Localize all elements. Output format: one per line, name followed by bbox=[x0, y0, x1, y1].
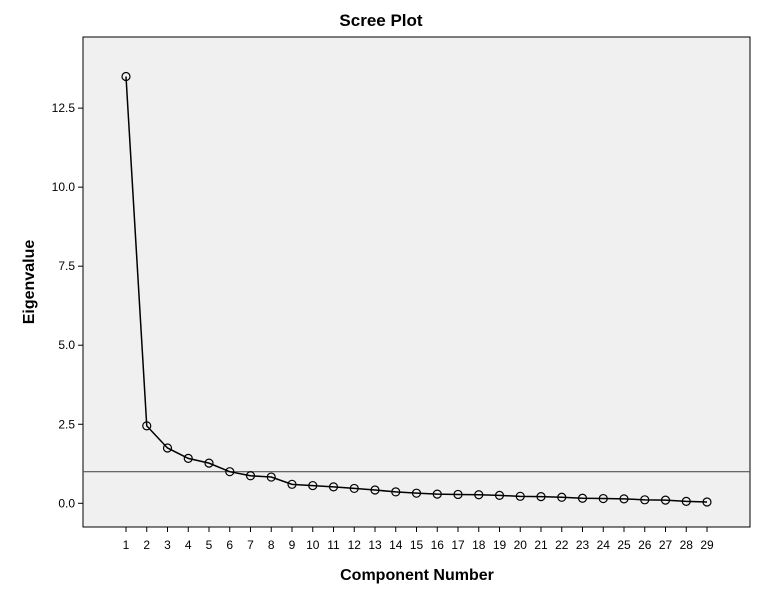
data-point bbox=[391, 487, 401, 497]
data-point bbox=[660, 495, 671, 505]
x-tick-label: 9 bbox=[289, 538, 296, 552]
data-point bbox=[557, 492, 567, 502]
x-tick-label: 16 bbox=[431, 538, 445, 552]
x-tick-label: 8 bbox=[268, 538, 275, 552]
x-axis: 1 2 3 4 5 6 7 8 9 10 11 12 13 14 15 16 17 18 19 20 21 22 23 24 2… bbox=[123, 527, 714, 552]
data-point bbox=[640, 495, 650, 505]
x-axis-label: Component Number bbox=[340, 567, 494, 584]
x-tick-label: 5 bbox=[206, 538, 213, 552]
data-point bbox=[121, 71, 131, 82]
data-point bbox=[225, 467, 235, 477]
data-point bbox=[474, 490, 484, 500]
x-tick-label: 11 bbox=[327, 538, 340, 552]
data-point bbox=[619, 494, 629, 504]
y-axis-label: Eigenvalue bbox=[21, 240, 38, 325]
x-tick-label: 1 bbox=[123, 538, 130, 552]
y-axis: 0.0 2.5 5.0 7.5 10.0 12.5 bbox=[52, 101, 83, 510]
x-tick-label: 14 bbox=[389, 538, 403, 552]
x-tick-label: 12 bbox=[348, 538, 362, 552]
x-tick-label: 13 bbox=[368, 538, 382, 552]
data-point bbox=[349, 483, 359, 494]
data-point bbox=[204, 458, 214, 468]
y-tick-label: 0.0 bbox=[58, 496, 75, 510]
series-line bbox=[125, 76, 708, 503]
data-point bbox=[577, 493, 588, 503]
data-point bbox=[536, 492, 546, 502]
x-tick-label: 26 bbox=[638, 538, 652, 552]
y-tick-label: 10.0 bbox=[52, 180, 76, 194]
data-points bbox=[121, 71, 712, 507]
x-tick-label: 2 bbox=[143, 538, 150, 552]
x-tick-label: 23 bbox=[576, 538, 590, 552]
data-point bbox=[162, 443, 173, 453]
data-point bbox=[308, 480, 318, 491]
data-point bbox=[245, 471, 256, 481]
x-tick-label: 17 bbox=[451, 538, 465, 552]
x-tick-label: 19 bbox=[493, 538, 507, 552]
y-tick-label: 12.5 bbox=[52, 101, 76, 115]
x-tick-label: 3 bbox=[164, 538, 171, 552]
data-point bbox=[266, 472, 276, 482]
x-tick-label: 4 bbox=[185, 538, 192, 552]
x-tick-label: 28 bbox=[680, 538, 694, 552]
data-point bbox=[370, 485, 380, 495]
x-tick-label: 27 bbox=[659, 538, 673, 552]
x-tick-label: 25 bbox=[617, 538, 631, 552]
plot-area bbox=[82, 36, 751, 528]
x-tick-label: 18 bbox=[472, 538, 486, 552]
data-point bbox=[411, 488, 422, 498]
x-tick-label: 15 bbox=[410, 538, 424, 552]
data-point bbox=[494, 490, 505, 500]
x-tick-label: 22 bbox=[555, 538, 569, 552]
data-point bbox=[453, 489, 463, 500]
x-tick-label: 10 bbox=[306, 538, 320, 552]
y-tick-label: 7.5 bbox=[58, 259, 75, 273]
data-point bbox=[681, 496, 691, 506]
data-point bbox=[432, 489, 442, 499]
x-tick-label: 24 bbox=[597, 538, 611, 552]
data-point bbox=[328, 482, 339, 492]
y-tick-label: 5.0 bbox=[58, 338, 75, 352]
x-tick-label: 20 bbox=[514, 538, 528, 552]
data-point bbox=[287, 479, 297, 489]
x-tick-label: 29 bbox=[700, 538, 714, 552]
chart-title: Scree Plot bbox=[339, 11, 422, 30]
data-point bbox=[183, 453, 193, 463]
x-tick-label: 21 bbox=[534, 538, 548, 552]
y-tick-label: 2.5 bbox=[58, 417, 75, 431]
x-tick-label: 6 bbox=[226, 538, 233, 552]
data-point bbox=[702, 497, 712, 507]
data-point bbox=[142, 421, 152, 431]
data-point bbox=[598, 493, 608, 504]
data-point bbox=[515, 491, 525, 501]
x-tick-label: 7 bbox=[247, 538, 254, 552]
